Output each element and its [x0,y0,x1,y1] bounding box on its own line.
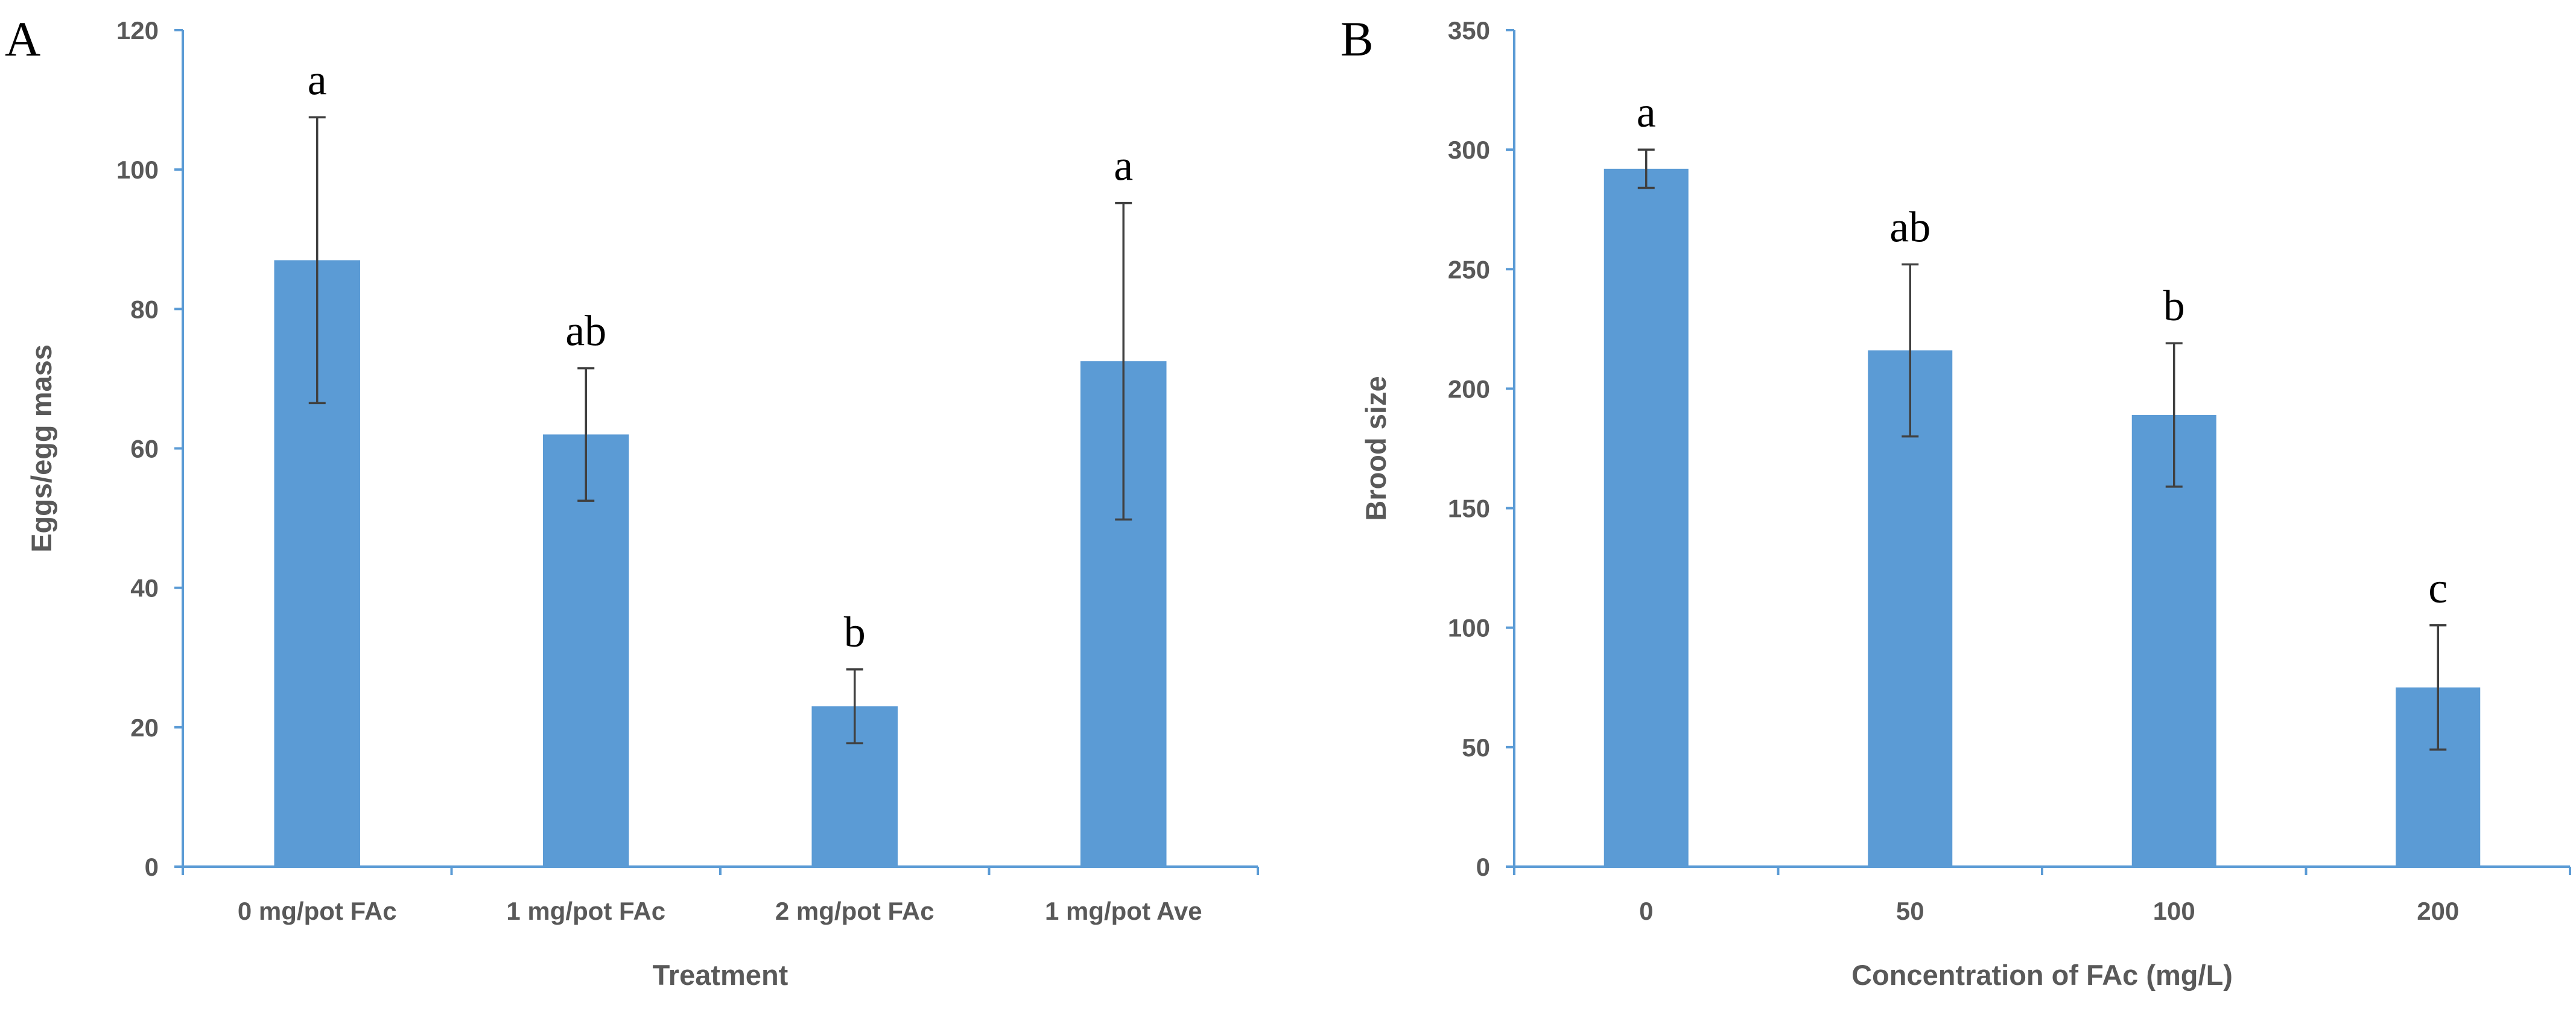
significance-label: b [844,608,866,656]
y-tick-label: 80 [130,295,159,323]
significance-label: b [2163,282,2185,330]
panel-letter: B [1340,11,1374,66]
x-tick-label: 1 mg/pot Ave [1045,897,1202,925]
x-tick-label: 100 [2153,897,2195,925]
significance-label: c [2428,564,2448,612]
x-tick-label: 1 mg/pot FAc [506,897,665,925]
panel-letter: A [5,11,40,66]
x-tick-label: 2 mg/pot FAc [775,897,934,925]
y-tick-label: 200 [1448,375,1490,403]
y-tick-label: 350 [1448,16,1490,45]
y-axis-title: Brood size [1360,376,1392,520]
significance-label: ab [1889,203,1930,251]
x-axis-title: Concentration of FAc (mg/L) [1851,959,2233,991]
y-tick-label: 150 [1448,495,1490,523]
y-tick-label: 120 [116,16,159,45]
x-tick-label: 200 [2417,897,2459,925]
y-tick-label: 0 [1476,853,1490,881]
bar [2131,415,2216,867]
significance-label: a [1114,142,1133,190]
x-tick-label: 0 mg/pot FAc [238,897,397,925]
y-axis-title: Eggs/egg mass [25,344,57,552]
bar [542,434,629,867]
y-tick-label: 0 [145,853,159,881]
y-tick-label: 60 [130,435,159,463]
y-tick-label: 100 [116,156,159,184]
significance-label: a [308,55,327,104]
x-tick-label: 50 [1896,897,1924,925]
y-tick-label: 40 [130,574,159,603]
y-tick-label: 100 [1448,614,1490,642]
y-tick-label: 50 [1462,733,1490,762]
significance-label: a [1637,88,1656,136]
y-tick-label: 250 [1448,255,1490,283]
x-tick-label: 0 [1639,897,1653,925]
significance-label: ab [565,307,606,355]
chart-panel-b: B 0 50 100 150 200 250 300 350 a 0 ab 50 b 100 c 200 Conc… [1340,11,2571,991]
x-axis-title: Treatment [653,959,788,991]
bar [1604,168,1689,867]
y-tick-label: 300 [1448,136,1490,164]
y-tick-label: 20 [130,713,159,742]
